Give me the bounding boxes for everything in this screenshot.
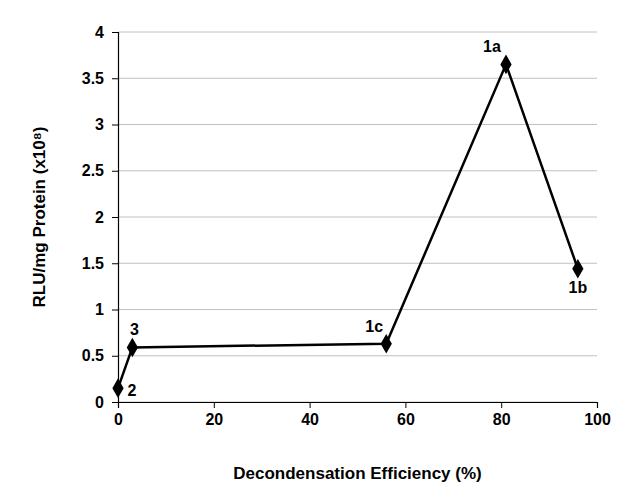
axis-line [112,33,119,403]
grid [118,32,597,402]
tick-mark [501,402,502,408]
marker [500,55,511,75]
tick-label: 100 [584,411,611,428]
tick-mark [112,78,118,79]
tick-label: 2.5 [82,162,104,179]
point-label: 1a [483,38,501,55]
grid-line [118,124,597,125]
tick-mark [112,356,118,357]
tick-label: 0.5 [82,347,104,364]
tick-mark [112,125,118,126]
tick-label: 4 [95,24,104,41]
point-label: 1c [365,318,383,335]
tick-mark [112,171,118,172]
tick-label: 1 [95,301,104,318]
point-label: 2 [128,382,137,399]
tick-mark [214,402,215,408]
tick: 60 [397,402,415,428]
point-label: 1b [569,279,588,296]
tick-mark [112,217,118,218]
tick-label: 1.5 [82,255,104,272]
point-label: 3 [130,321,139,338]
tick: 1.5 [82,255,118,272]
marker [112,378,123,398]
tick-mark [112,263,118,264]
tick-label: 60 [397,411,415,428]
grid-line [118,263,597,264]
tick-label: 3 [95,116,104,133]
tick-mark [112,310,118,311]
tick: 0 [95,394,118,411]
marker [127,338,138,358]
tick-label: 0 [95,394,104,411]
series [112,55,583,398]
tick-label: 3.5 [82,70,104,87]
tick: 3 [95,116,118,133]
tick: 100 [584,402,611,428]
line [118,64,578,388]
tick: 4 [95,24,118,41]
tick-mark [597,402,598,408]
tick-mark [112,32,118,33]
tick-label: 2 [95,209,104,226]
tick: 2 [95,209,118,226]
tick-label: 0 [114,411,123,428]
tick-mark [310,402,311,408]
marker [381,334,392,354]
x-axis-title: Decondensation Efficiency (%) [233,464,481,483]
tick-label: 20 [205,411,223,428]
grid-line [118,32,597,33]
plot: 0 20 40 60 80 100 0 0.5 1 1.5 2 2.5 3 3.5 4 2 3 1c 1a 1b [82,24,611,429]
y-axis-title: RLU/mg Protein (x10⁸) [30,127,49,308]
tick: 0 [114,402,123,428]
chart: 0 20 40 60 80 100 0 0.5 1 1.5 2 2.5 3 3.5 4 2 3 1c 1a 1b Dec… [0,0,617,501]
tick: 80 [493,402,511,428]
grid-line [118,355,597,356]
grid-line [118,78,597,79]
tick: 0.5 [82,347,118,364]
tick: 20 [205,402,223,428]
grid-line [118,170,597,171]
marker [572,259,583,279]
point-labels: 2 3 1c 1a 1b [128,38,588,399]
tick: 3.5 [82,70,118,87]
grid-line [118,309,597,310]
tick-label: 40 [301,411,319,428]
y-axis: 0 0.5 1 1.5 2 2.5 3 3.5 4 [82,24,119,411]
tick: 40 [301,402,319,428]
tick: 2.5 [82,162,118,179]
tick: 1 [95,301,118,318]
tick-mark [112,402,118,403]
x-axis: 0 20 40 60 80 100 [114,402,611,428]
tick-mark [405,402,406,408]
tick-label: 80 [493,411,511,428]
grid-line [118,217,597,218]
axis-line [119,403,598,409]
